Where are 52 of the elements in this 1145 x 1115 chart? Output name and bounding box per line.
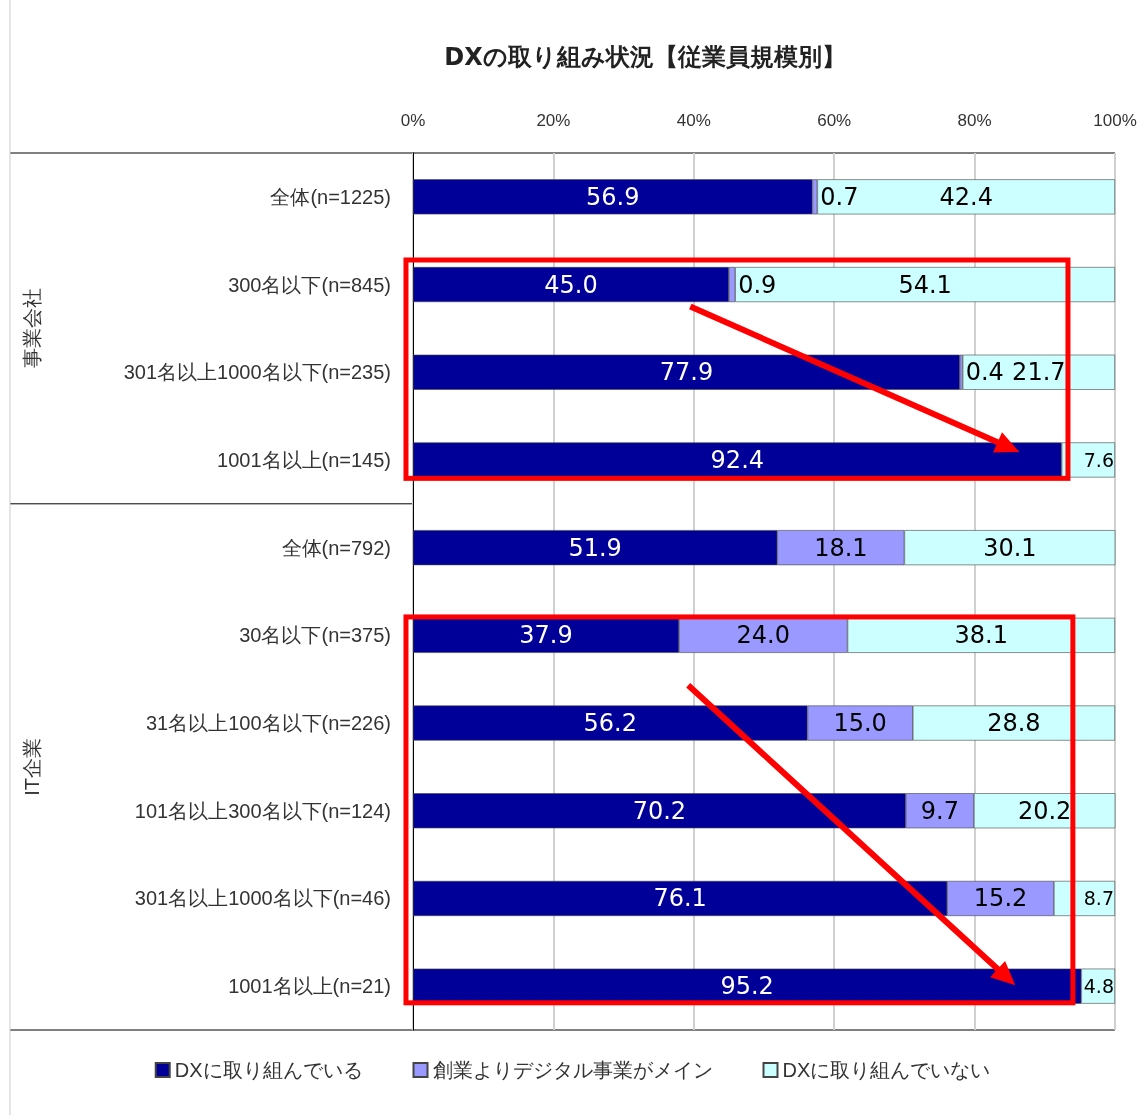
data-label: 4.8: [1083, 975, 1114, 998]
x-tick-label: 40%: [676, 111, 711, 130]
data-label: 56.9: [586, 182, 640, 211]
text: IT企業: [21, 738, 43, 796]
data-label: 8.7: [1083, 887, 1114, 910]
y-tick-label: 300名以下(n=845): [228, 273, 391, 296]
data-label: 20.2: [1017, 796, 1072, 825]
data-label: 70.2: [632, 796, 687, 825]
data-label: 56.2: [583, 709, 637, 738]
data-label: 9.7: [920, 796, 959, 825]
legend-label: DXに取り組んでいない: [782, 1059, 991, 1081]
data-label: 76.1: [653, 884, 707, 913]
data-label: 37.9: [519, 621, 573, 650]
data-label: 95.2: [720, 972, 774, 1001]
y-tick-label: 31名以上100名以下(n=226): [145, 712, 391, 735]
data-label: 30.1: [983, 533, 1037, 562]
y-tick-label: 301名以上1000名以下(n=235): [123, 361, 391, 384]
data-label: 45.0: [544, 270, 598, 299]
data-label: 38.1: [954, 621, 1008, 650]
data-label: 24.0: [736, 621, 791, 650]
y-tick-label: 301名以上1000名以下(n=46): [134, 887, 391, 910]
chart-title: DXの取り組み状況【従業員規模別】: [444, 43, 846, 71]
bar: [413, 179, 813, 215]
data-label: 54.1: [898, 270, 952, 299]
text: 事業会社: [21, 288, 43, 369]
data-label: 0.4: [965, 358, 1004, 387]
x-tick-label: 20%: [536, 111, 571, 130]
y-tick-label: 1001名以上(n=21): [228, 975, 391, 998]
y-tick-label: 全体(n=1225): [270, 185, 391, 208]
data-label: 7.6: [1083, 448, 1114, 471]
y-tick-label: 1001名以上(n=145): [217, 448, 391, 471]
legend-label: DXに取り組んでいる: [174, 1059, 363, 1081]
data-label: 21.7: [1012, 358, 1066, 387]
y-tick-label: 全体(n=792): [281, 536, 391, 559]
data-label: 0.7: [820, 182, 859, 211]
x-tick-label: 60%: [817, 111, 852, 130]
data-label: 92.4: [710, 445, 765, 474]
data-label: 42.4: [939, 182, 993, 211]
data-label: 18.1: [814, 533, 868, 562]
data-label: 51.9: [568, 533, 622, 562]
legend-label: 創業よりデジタル事業がメイン: [432, 1059, 713, 1081]
data-label: 0.9: [738, 270, 777, 299]
data-label: 77.9: [659, 358, 714, 387]
data-label: 15.2: [973, 884, 1028, 913]
y-tick-label: 30名以下(n=375): [239, 624, 391, 647]
x-tick-label: 100%: [1093, 111, 1137, 130]
x-tick-label: 80%: [957, 111, 992, 130]
data-label: 15.0: [833, 709, 887, 738]
data-label: 28.8: [987, 709, 1041, 738]
bar: [413, 354, 960, 390]
x-tick-label: 0%: [400, 111, 426, 130]
y-tick-label: 101名以上300名以下(n=124): [134, 799, 391, 822]
